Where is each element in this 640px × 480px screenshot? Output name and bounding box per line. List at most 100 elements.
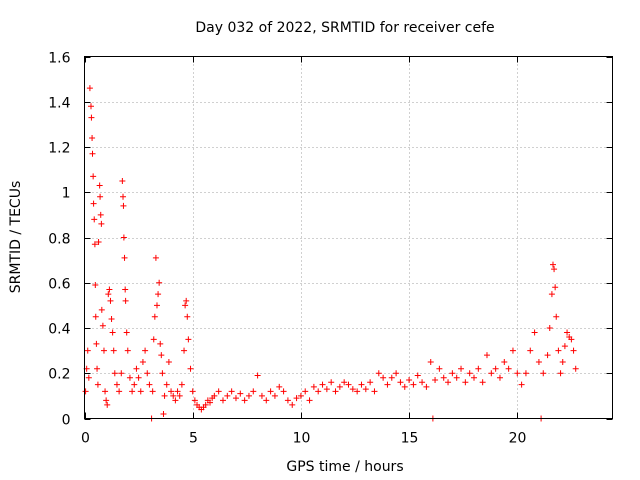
data-point xyxy=(505,365,512,372)
data-point xyxy=(122,286,129,293)
data-point xyxy=(92,282,99,289)
data-point xyxy=(449,370,456,377)
data-point xyxy=(345,381,352,388)
data-point xyxy=(84,347,91,354)
data-point xyxy=(228,388,235,395)
data-point xyxy=(509,347,516,354)
data-point xyxy=(121,254,128,261)
data-point xyxy=(150,336,157,343)
x-tick-label: 5 xyxy=(189,431,198,447)
data-point xyxy=(97,211,104,218)
data-point xyxy=(123,329,130,336)
data-point xyxy=(371,388,378,395)
data-point xyxy=(113,381,120,388)
data-point xyxy=(98,220,105,227)
data-point xyxy=(126,374,133,381)
data-point xyxy=(88,114,95,121)
data-point xyxy=(160,410,167,417)
data-point xyxy=(328,379,335,386)
data-point xyxy=(549,261,556,268)
data-point xyxy=(293,395,300,402)
data-point xyxy=(170,392,177,399)
y-tick-label: 0.4 xyxy=(48,322,70,338)
data-point xyxy=(108,315,115,322)
x-tick-label: 10 xyxy=(293,431,311,447)
data-point xyxy=(133,365,140,372)
data-point xyxy=(332,388,339,395)
data-point xyxy=(406,377,413,384)
axis-ticks: 0 5 10 15 20 0 0.2 0.4 0.6 0.8 1 1.2 1.4 1.6 xyxy=(48,51,613,447)
data-point xyxy=(349,386,356,393)
data-point xyxy=(258,392,265,399)
data-point xyxy=(94,381,101,388)
data-point xyxy=(358,381,365,388)
data-point xyxy=(471,374,478,381)
data-point xyxy=(89,134,96,141)
data-point xyxy=(100,347,107,354)
y-tick-label: 1.6 xyxy=(48,51,70,67)
y-tick-label: 0.6 xyxy=(48,277,70,293)
data-point xyxy=(191,397,198,404)
data-point xyxy=(501,358,508,365)
data-point xyxy=(544,352,551,359)
y-tick-label: 0 xyxy=(62,413,71,429)
data-point xyxy=(401,383,408,390)
data-point xyxy=(90,200,97,207)
data-point xyxy=(139,358,146,365)
data-point xyxy=(124,347,131,354)
data-point xyxy=(215,388,222,395)
data-point xyxy=(176,392,183,399)
data-point xyxy=(207,399,214,406)
data-point xyxy=(475,365,482,372)
data-point xyxy=(546,325,553,331)
data-point xyxy=(466,370,473,377)
data-point xyxy=(202,401,209,408)
data-point xyxy=(237,390,244,397)
data-point xyxy=(572,365,579,372)
data-point xyxy=(189,388,196,395)
data-point xyxy=(211,392,218,399)
data-point xyxy=(570,347,577,354)
data-point xyxy=(106,286,113,293)
data-point xyxy=(289,401,296,408)
data-point xyxy=(310,383,317,390)
data-point xyxy=(102,388,109,395)
data-point xyxy=(319,381,326,388)
data-point xyxy=(440,374,447,381)
data-point xyxy=(142,347,149,354)
data-point xyxy=(527,347,534,354)
data-point xyxy=(122,297,129,304)
data-point xyxy=(553,313,560,320)
data-point xyxy=(514,370,521,377)
data-point xyxy=(120,234,127,241)
data-point xyxy=(271,392,278,399)
data-point xyxy=(120,193,127,200)
data-point xyxy=(165,358,172,365)
data-point xyxy=(375,370,382,377)
data-point xyxy=(111,370,118,377)
data-point xyxy=(187,365,194,372)
data-point xyxy=(95,239,102,246)
data-point xyxy=(488,370,495,377)
data-point xyxy=(91,241,98,248)
data-point xyxy=(241,397,248,404)
data-point xyxy=(98,306,105,313)
data-point xyxy=(109,329,116,336)
data-point xyxy=(496,374,503,381)
data-point xyxy=(548,291,555,298)
data-point xyxy=(263,397,270,404)
data-point xyxy=(445,379,452,386)
data-point xyxy=(144,370,151,377)
data-point xyxy=(410,381,417,388)
data-point xyxy=(105,291,112,298)
data-point xyxy=(90,173,97,180)
data-point xyxy=(93,340,100,347)
data-point xyxy=(89,150,96,157)
data-point xyxy=(552,284,559,291)
data-point xyxy=(85,374,92,381)
data-point xyxy=(362,386,369,393)
data-point xyxy=(540,370,547,377)
data-point xyxy=(146,381,153,388)
data-point xyxy=(284,397,291,404)
data-point xyxy=(151,313,158,320)
